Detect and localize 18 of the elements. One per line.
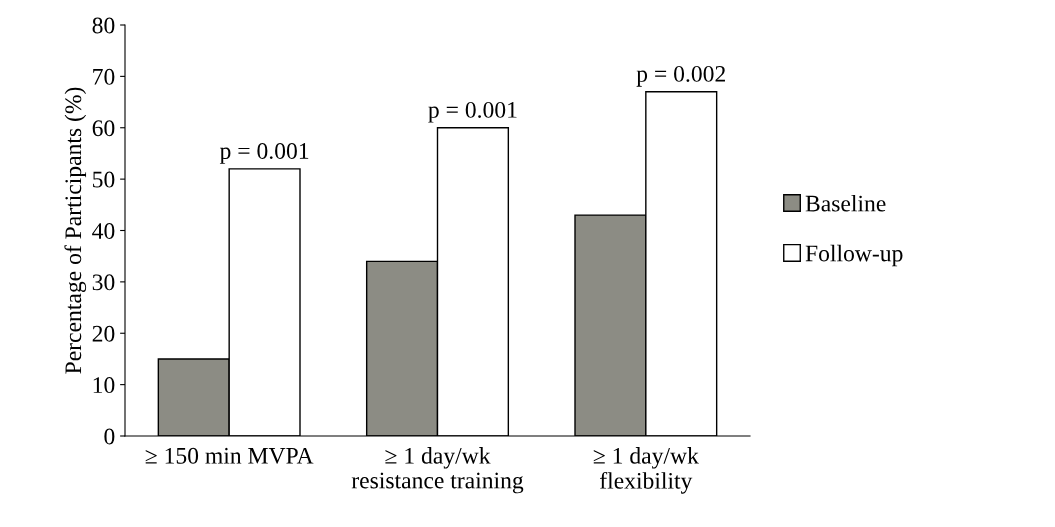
x-tick-label: ≥ 1 day/wk resistance training — [351, 447, 524, 494]
y-tick-label: 50 — [93, 171, 115, 188]
y-tick-label: 60 — [92, 120, 115, 137]
y-tick-label: 10 — [93, 377, 115, 394]
x-tick-label: ≥ 150 min MVPA — [145, 447, 314, 464]
annotation: p = 0.001 — [219, 142, 309, 164]
y-tick-label: 70 — [93, 68, 115, 85]
legend-label: Baseline — [805, 194, 886, 212]
y-tick-label: 30 — [92, 274, 115, 291]
y-tick-label: 40 — [92, 222, 115, 239]
y-tick-label: 0 — [104, 428, 115, 445]
y-axis-title: Percentage of Participants (%) — [64, 87, 87, 374]
y-tick-label: 20 — [92, 325, 115, 342]
annotation: p = 0.001 — [428, 101, 517, 123]
legend-label: Follow-up — [805, 244, 903, 267]
y-tick-label: 80 — [92, 17, 115, 34]
x-tick-label: ≥ 1 day/wk flexibility — [593, 447, 699, 494]
annotation: p = 0.002 — [636, 65, 725, 87]
